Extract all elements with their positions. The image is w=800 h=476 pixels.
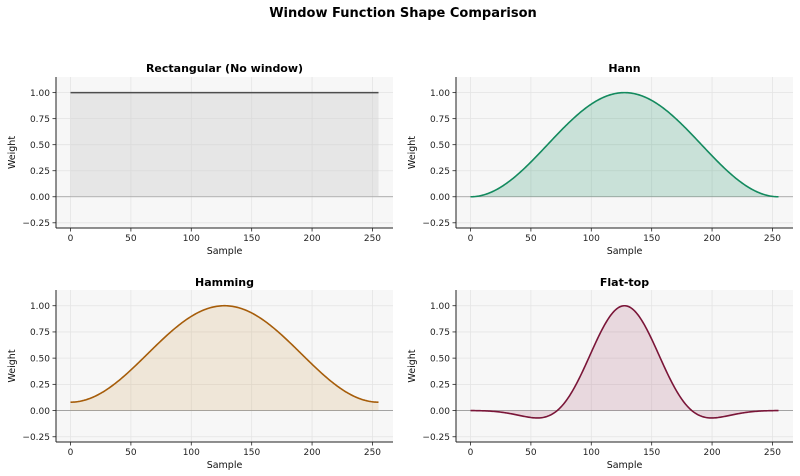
y-tick-label: 0.25 [30,381,50,391]
x-axis-label: Sample [607,460,643,471]
y-tick-label: 1.00 [30,89,50,99]
y-tick-label: 1.00 [30,302,50,312]
y-axis-label: Weight [407,349,418,382]
y-tick-label: 0.50 [430,141,450,151]
y-tick-label: 0.25 [30,167,50,177]
y-tick-label: 0.50 [430,354,450,364]
x-tick-label: 0 [468,448,474,458]
subplot-title: Rectangular (No window) [146,62,303,75]
x-axis-label: Sample [607,246,643,257]
x-tick-label: 250 [764,448,781,458]
x-tick-label: 200 [703,234,720,244]
subplot-title: Flat-top [600,276,649,289]
x-tick-label: 0 [468,234,474,244]
subplot-flattop: 0 50 100 150 200 250 −0.25 0.00 0.25 0.50 0.75 1.00… [407,276,793,471]
y-tick-label: 0.25 [430,167,450,177]
x-tick-label: 100 [183,448,200,458]
x-axis-label: Sample [207,246,243,257]
x-axis-label: Sample [207,460,243,471]
y-tick-label: 0.75 [430,328,450,338]
x-tick-label: 150 [243,448,260,458]
y-tick-label: 1.00 [430,302,450,312]
series-area-rectangular [70,92,379,197]
x-tick-label: 100 [583,448,600,458]
plot-background [456,77,793,228]
series-area-hann [470,92,779,197]
y-tick-label: 1.00 [430,89,450,99]
y-axis-label: Weight [7,136,18,169]
subplot-hamming: 0 50 100 150 200 250 −0.25 0.00 0.25 0.50 0.75 1.00… [7,276,393,471]
y-tick-label: 0.00 [430,407,450,417]
y-tick-label: 0.00 [430,193,450,203]
x-tick-label: 50 [525,448,537,458]
x-tick-label: 50 [525,234,537,244]
subplot-rectangular: 0 50 100 150 200 250 −0.25 0.00 0.25 0.50 0.75 1.00… [7,62,393,257]
x-tick-label: 200 [303,448,320,458]
x-tick-label: 0 [68,234,74,244]
subplot-hann: 0 50 100 150 200 250 −0.25 0.00 0.25 0.50 0.75 1.00… [407,62,793,257]
x-tick-label: 100 [183,234,200,244]
y-tick-label: 0.25 [430,381,450,391]
x-tick-label: 200 [303,234,320,244]
y-tick-label: −0.25 [22,433,50,443]
y-tick-label: −0.25 [422,219,450,229]
plot-background [56,290,393,442]
x-tick-label: 250 [364,234,381,244]
x-tick-label: 150 [243,234,260,244]
x-tick-label: 100 [583,234,600,244]
series-line-flattop [470,304,779,419]
subplot-title: Hamming [195,276,254,289]
y-tick-label: 0.75 [30,115,50,125]
subplot-title: Hann [608,62,640,75]
x-tick-label: 250 [364,448,381,458]
series-line-hamming [70,304,379,403]
y-tick-label: 0.75 [430,115,450,125]
x-tick-label: 150 [643,448,660,458]
y-tick-label: 0.00 [30,193,50,203]
y-axis-label: Weight [7,349,18,382]
y-tick-label: −0.25 [22,219,50,229]
series-line-hann [470,91,779,198]
y-tick-label: −0.25 [422,433,450,443]
y-tick-label: 0.75 [30,328,50,338]
plot-background [456,290,793,442]
series-area-hamming [70,305,379,411]
x-tick-label: 250 [764,234,781,244]
y-tick-label: 0.50 [30,141,50,151]
x-tick-label: 50 [125,448,137,458]
y-tick-label: 0.00 [30,407,50,417]
y-tick-label: 0.50 [30,354,50,364]
figure-title: Window Function Shape Comparison [269,6,537,21]
x-tick-label: 200 [703,448,720,458]
y-axis-label: Weight [407,136,418,169]
x-tick-label: 150 [643,234,660,244]
x-tick-label: 50 [125,234,137,244]
series-area-flattop [470,305,779,418]
x-tick-label: 0 [68,448,74,458]
plot-background [56,77,393,228]
